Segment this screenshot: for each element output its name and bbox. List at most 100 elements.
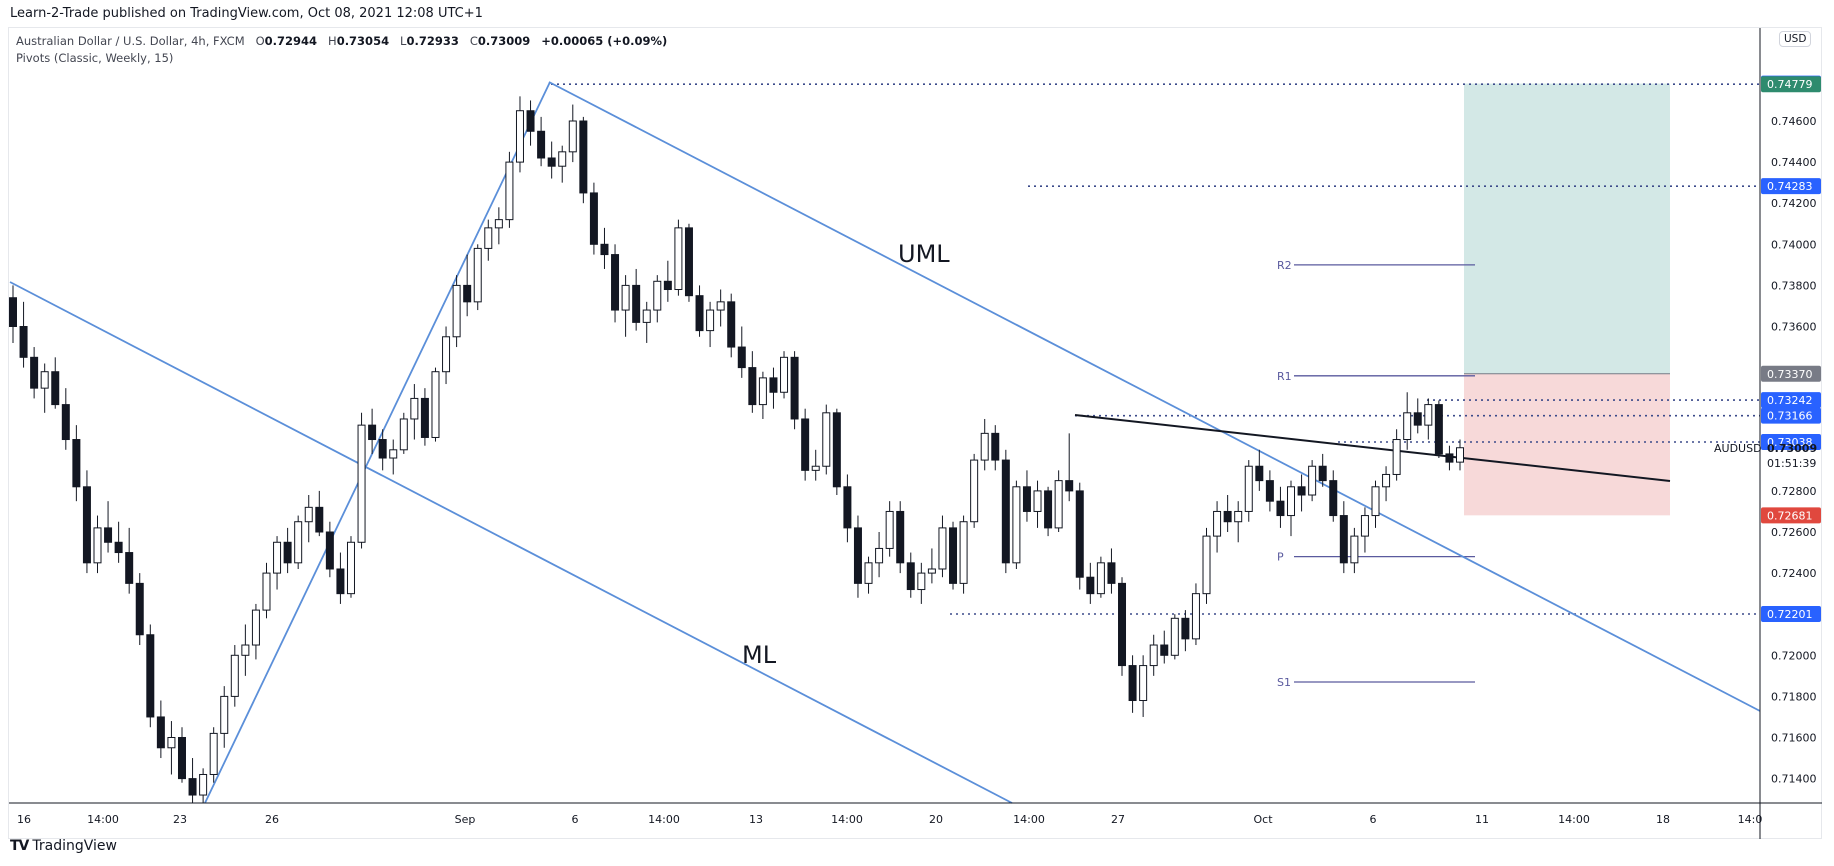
candle-bearish[interactable] xyxy=(1181,617,1190,640)
resistance-trendline[interactable] xyxy=(1074,414,1671,482)
candle-bearish[interactable] xyxy=(991,432,1000,461)
candle-bearish[interactable] xyxy=(1022,486,1031,512)
candle-bearish[interactable] xyxy=(19,326,28,358)
candle-bullish[interactable] xyxy=(653,280,662,311)
candle-bullish[interactable] xyxy=(294,521,303,564)
candle-bullish[interactable] xyxy=(410,397,419,420)
candle-bullish[interactable] xyxy=(758,377,767,406)
candle-bullish[interactable] xyxy=(40,371,49,389)
candle-bearish[interactable] xyxy=(611,254,620,311)
candle-bullish[interactable] xyxy=(1012,486,1021,564)
candle-bullish[interactable] xyxy=(431,371,440,438)
candle-bullish[interactable] xyxy=(1139,665,1148,702)
candle-bullish[interactable] xyxy=(1149,644,1158,667)
candle-bearish[interactable] xyxy=(579,120,588,194)
candle-bearish[interactable] xyxy=(72,439,81,488)
candle-bullish[interactable] xyxy=(273,541,282,574)
candle-bullish[interactable] xyxy=(209,732,218,775)
candle-bullish[interactable] xyxy=(494,219,503,229)
candle-bullish[interactable] xyxy=(959,521,968,584)
candle-bearish[interactable] xyxy=(748,367,757,406)
candle-bullish[interactable] xyxy=(389,449,398,459)
candle-bullish[interactable] xyxy=(864,562,873,584)
candle-bearish[interactable] xyxy=(853,527,862,584)
candle-bearish[interactable] xyxy=(9,297,17,328)
candle-bearish[interactable] xyxy=(1107,562,1116,584)
candle-bullish[interactable] xyxy=(473,247,482,303)
candle-bearish[interactable] xyxy=(526,110,535,132)
candle-bearish[interactable] xyxy=(336,568,345,595)
indicator-legend[interactable]: Pivots (Classic, Weekly, 15) xyxy=(16,51,174,65)
candle-bearish[interactable] xyxy=(843,486,852,529)
candle-bearish[interactable] xyxy=(1329,480,1338,517)
candle-bearish[interactable] xyxy=(769,377,778,393)
pitchfork-handle-line[interactable] xyxy=(204,81,551,804)
candle-bullish[interactable] xyxy=(93,527,102,564)
candle-bearish[interactable] xyxy=(1128,665,1137,702)
candle-bearish[interactable] xyxy=(684,227,693,297)
candle-bullish[interactable] xyxy=(1054,480,1063,529)
candle-bullish[interactable] xyxy=(558,151,567,167)
candle-bearish[interactable] xyxy=(1044,490,1053,529)
candle-bullish[interactable] xyxy=(938,527,947,570)
candle-bearish[interactable] xyxy=(1160,644,1169,656)
candle-bullish[interactable] xyxy=(1360,515,1369,537)
candle-bullish[interactable] xyxy=(199,773,208,796)
candle-bearish[interactable] xyxy=(1255,465,1264,482)
candle-bearish[interactable] xyxy=(737,346,746,369)
candle-bearish[interactable] xyxy=(600,243,609,256)
candle-bearish[interactable] xyxy=(146,634,155,718)
candle-bullish[interactable] xyxy=(822,412,831,467)
candle-bearish[interactable] xyxy=(949,527,958,584)
candle-bearish[interactable] xyxy=(632,284,641,323)
candle-bullish[interactable] xyxy=(674,227,683,291)
candle-bullish[interactable] xyxy=(621,284,630,311)
candle-bearish[interactable] xyxy=(463,284,472,303)
candle-bearish[interactable] xyxy=(125,552,134,584)
candle-bearish[interactable] xyxy=(790,356,799,420)
candle-bullish[interactable] xyxy=(917,572,926,591)
symbol-description[interactable]: Australian Dollar / U.S. Dollar, 4h, FXC… xyxy=(16,34,245,48)
candle-bullish[interactable] xyxy=(927,568,936,574)
candle-bearish[interactable] xyxy=(1065,480,1074,492)
candle-bullish[interactable] xyxy=(399,418,408,451)
candle-bullish[interactable] xyxy=(970,459,979,523)
candle-bearish[interactable] xyxy=(1118,582,1127,667)
candle-bearish[interactable] xyxy=(1339,515,1348,564)
candle-bullish[interactable] xyxy=(980,432,989,461)
candle-bearish[interactable] xyxy=(315,506,324,533)
candle-bullish[interactable] xyxy=(230,654,239,697)
candle-bearish[interactable] xyxy=(1223,510,1232,523)
candle-bearish[interactable] xyxy=(188,778,197,796)
candle-bullish[interactable] xyxy=(875,547,884,564)
candle-bullish[interactable] xyxy=(304,506,313,523)
target-zone[interactable] xyxy=(1464,83,1670,374)
candle-bearish[interactable] xyxy=(378,439,387,459)
candle-bearish[interactable] xyxy=(420,397,429,438)
candle-bearish[interactable] xyxy=(1276,500,1285,517)
candle-bearish[interactable] xyxy=(1445,453,1454,463)
candle-bullish[interactable] xyxy=(1424,404,1433,426)
candle-bullish[interactable] xyxy=(484,227,493,249)
candle-bullish[interactable] xyxy=(1234,510,1243,523)
candle-bearish[interactable] xyxy=(82,486,91,564)
candle-bullish[interactable] xyxy=(262,572,271,611)
upper-median-line-uml[interactable] xyxy=(548,81,1761,712)
candle-bullish[interactable] xyxy=(642,309,651,323)
candle-bullish[interactable] xyxy=(442,336,451,373)
candle-bearish[interactable] xyxy=(695,295,704,332)
candle-bullish[interactable] xyxy=(811,465,820,471)
currency-badge[interactable]: USD xyxy=(1779,31,1812,47)
candle-bearish[interactable] xyxy=(114,541,123,554)
candle-bullish[interactable] xyxy=(251,609,260,646)
candle-bullish[interactable] xyxy=(1287,486,1296,517)
candle-bearish[interactable] xyxy=(832,412,841,488)
candle-bearish[interactable] xyxy=(1297,486,1306,496)
candle-bullish[interactable] xyxy=(1033,490,1042,512)
candle-bullish[interactable] xyxy=(1382,473,1391,488)
candle-bearish[interactable] xyxy=(547,157,556,167)
candle-bullish[interactable] xyxy=(780,356,789,393)
candle-bullish[interactable] xyxy=(452,284,461,338)
candle-bearish[interactable] xyxy=(1265,480,1274,502)
candle-bearish[interactable] xyxy=(663,280,672,291)
